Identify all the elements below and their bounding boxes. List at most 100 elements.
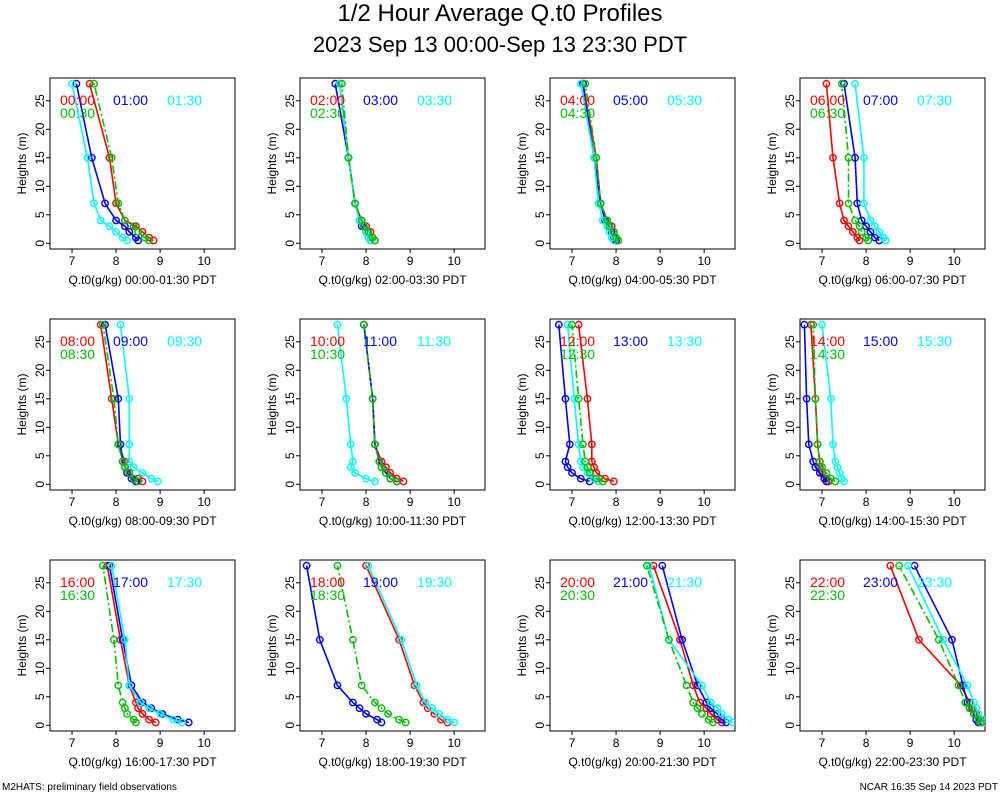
x-tick-label: 7 bbox=[69, 736, 76, 750]
data-point bbox=[853, 233, 862, 242]
footer-left: M2HATS: preliminary field observations bbox=[2, 782, 177, 793]
series-line-20:00 bbox=[652, 565, 723, 724]
y-tick-label: 5 bbox=[283, 211, 297, 218]
data-point bbox=[609, 477, 618, 486]
plot-area bbox=[333, 320, 408, 486]
y-tick-label: 10 bbox=[783, 179, 797, 193]
data-point bbox=[568, 320, 576, 329]
x-axis-label: Q.t0(g/kg) 22:00-23:30 PDT bbox=[818, 755, 967, 769]
y-tick-label: 10 bbox=[33, 661, 47, 675]
plot-frame bbox=[799, 318, 986, 491]
plot-area bbox=[98, 561, 193, 727]
x-tick-label: 7 bbox=[569, 495, 576, 509]
y-tick-label: 0 bbox=[33, 240, 47, 247]
data-point bbox=[583, 394, 592, 403]
data-point bbox=[96, 216, 105, 225]
x-tick-label: 8 bbox=[113, 736, 120, 750]
panel-2: 7 8 9 10 0 5 10 15 20 25 Q.t0(g/kg) 02:00-03:30 PD… bbox=[265, 77, 486, 287]
y-tick-label: 20 bbox=[33, 122, 47, 136]
y-tick-label: 20 bbox=[33, 363, 47, 377]
x-tick-label: 10 bbox=[447, 495, 461, 509]
data-point bbox=[107, 561, 116, 570]
x-tick-label: 8 bbox=[363, 495, 370, 509]
data-point bbox=[169, 715, 178, 724]
x-tick-label: 9 bbox=[157, 736, 164, 750]
data-point bbox=[574, 394, 583, 403]
plot-area bbox=[68, 79, 158, 245]
data-point bbox=[570, 394, 579, 403]
y-tick-label: 15 bbox=[783, 392, 797, 406]
data-point bbox=[364, 227, 373, 236]
data-point bbox=[565, 440, 574, 449]
series-line-20:30 bbox=[646, 565, 714, 724]
x-tick-label: 7 bbox=[69, 495, 76, 509]
x-tick-label: 8 bbox=[613, 495, 620, 509]
data-point bbox=[393, 477, 401, 486]
data-point bbox=[125, 468, 134, 477]
data-point bbox=[822, 468, 831, 477]
data-point bbox=[138, 468, 147, 477]
x-tick-label: 10 bbox=[197, 736, 211, 750]
data-point bbox=[581, 457, 590, 466]
y-tick-label: 15 bbox=[283, 151, 297, 165]
x-tick-label: 8 bbox=[863, 495, 870, 509]
y-tick-label: 5 bbox=[533, 211, 547, 218]
x-tick-label: 10 bbox=[197, 254, 211, 268]
x-tick-label: 10 bbox=[447, 254, 461, 268]
legend-label-23:30: 23:30 bbox=[917, 574, 952, 590]
plot-frame bbox=[549, 559, 736, 732]
data-point bbox=[118, 233, 127, 242]
data-point bbox=[724, 715, 733, 724]
data-point bbox=[434, 710, 443, 718]
data-point bbox=[333, 320, 342, 329]
data-point bbox=[844, 222, 853, 231]
data-point bbox=[587, 440, 596, 449]
data-point bbox=[717, 710, 726, 718]
data-point bbox=[829, 440, 837, 449]
data-point bbox=[855, 222, 864, 231]
legend-label-22:30: 22:30 bbox=[810, 587, 845, 603]
y-tick-label: 5 bbox=[283, 452, 297, 459]
data-point bbox=[362, 710, 370, 718]
data-point bbox=[118, 457, 127, 466]
x-tick-label: 7 bbox=[319, 736, 326, 750]
data-point bbox=[399, 477, 408, 486]
data-point bbox=[114, 394, 123, 403]
panel-5: 7 8 9 10 0 5 10 15 20 25 Q.t0(g/kg) 08:00-09:30 PD… bbox=[15, 318, 236, 528]
y-tick-label: 10 bbox=[283, 179, 297, 193]
data-point bbox=[129, 222, 138, 231]
y-axis-label: Heights (m) bbox=[765, 373, 779, 435]
y-tick-label: 20 bbox=[283, 363, 297, 377]
y-tick-label: 5 bbox=[783, 693, 797, 700]
data-point bbox=[811, 394, 820, 403]
x-tick-label: 9 bbox=[407, 495, 414, 509]
x-tick-label: 8 bbox=[863, 736, 870, 750]
data-point bbox=[592, 474, 601, 483]
legend-label-13:00: 13:00 bbox=[613, 333, 648, 349]
legend-label-20:30: 20:30 bbox=[560, 587, 595, 603]
y-tick-label: 25 bbox=[533, 576, 547, 590]
data-point bbox=[576, 474, 585, 483]
legend-label-01:30: 01:30 bbox=[167, 92, 202, 108]
data-point bbox=[826, 474, 835, 483]
legend-label-18:30: 18:30 bbox=[310, 587, 345, 603]
y-tick-label: 0 bbox=[533, 240, 547, 247]
legend-label-22:00: 22:00 bbox=[810, 574, 845, 590]
legend-label-12:00: 12:00 bbox=[560, 333, 595, 349]
plot-area bbox=[886, 561, 985, 727]
data-point bbox=[959, 681, 967, 690]
y-tick-label: 20 bbox=[783, 363, 797, 377]
plot-frame bbox=[49, 318, 236, 491]
y-tick-label: 25 bbox=[33, 94, 47, 108]
data-point bbox=[934, 635, 943, 644]
x-tick-label: 8 bbox=[363, 254, 370, 268]
y-tick-label: 15 bbox=[533, 633, 547, 647]
y-axis-label: Heights (m) bbox=[15, 373, 29, 435]
legend-label-05:00: 05:00 bbox=[613, 92, 648, 108]
data-point bbox=[68, 79, 76, 88]
data-point bbox=[120, 222, 129, 231]
y-tick-label: 20 bbox=[33, 604, 47, 618]
y-tick-label: 5 bbox=[533, 693, 547, 700]
data-point bbox=[802, 394, 811, 403]
